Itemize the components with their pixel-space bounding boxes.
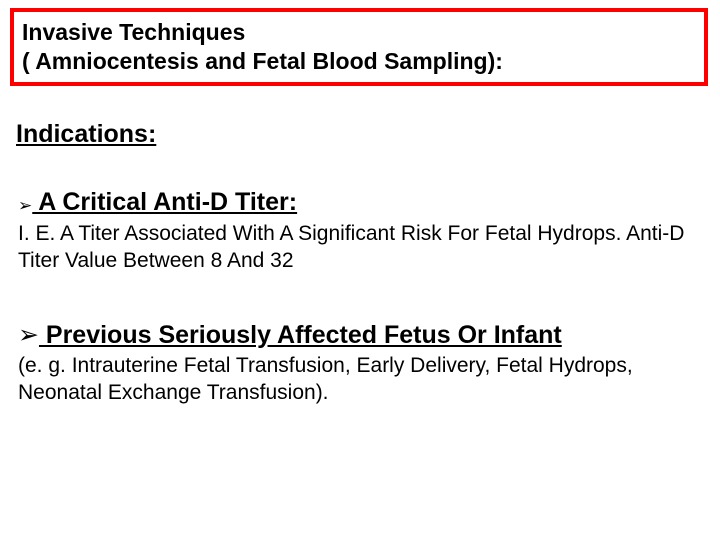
bullet-1: ➢ A Critical Anti-D Titer: — [18, 188, 297, 217]
bullet-1-title: A Critical Anti-D Titer: — [32, 188, 297, 216]
bullet-1-body: I. E. A Titer Associated With A Signific… — [18, 221, 698, 274]
bullet-2-body: (e. g. Intrauterine Fetal Transfusion, E… — [18, 353, 698, 406]
indications-heading: Indications: — [16, 120, 156, 149]
bullet-1-marker: ➢ — [18, 196, 32, 215]
bullet-2-title: Previous Seriously Affected Fetus Or Inf… — [39, 321, 562, 349]
bullet-2-marker: ➢ — [18, 321, 39, 349]
header-box: Invasive Techniques ( Amniocentesis and … — [10, 8, 708, 86]
header-line-1: Invasive Techniques — [22, 18, 696, 47]
header-inner: Invasive Techniques ( Amniocentesis and … — [14, 12, 704, 82]
header-line-2: ( Amniocentesis and Fetal Blood Sampling… — [22, 47, 696, 76]
bullet-2: ➢ Previous Seriously Affected Fetus Or I… — [18, 320, 562, 350]
